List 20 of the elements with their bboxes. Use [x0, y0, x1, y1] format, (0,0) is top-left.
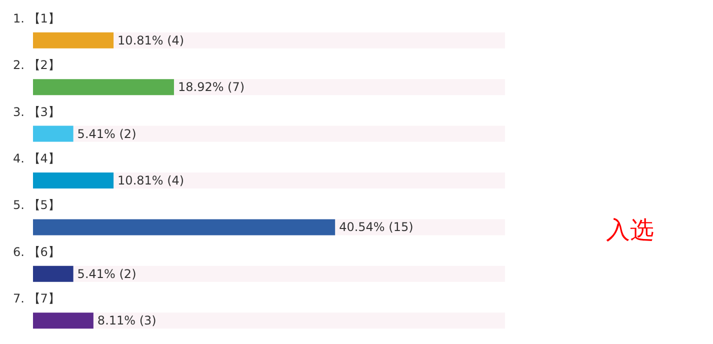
y-tick-label: 4. 【4】	[13, 152, 60, 166]
bar	[33, 266, 74, 282]
data-label: 40.54% (15)	[339, 220, 414, 234]
y-tick-label: 2. 【2】	[13, 58, 60, 72]
y-tick-label: 7. 【7】	[13, 292, 60, 306]
data-label: 10.81% (4)	[118, 33, 184, 48]
data-label: 8.11% (3)	[97, 314, 156, 328]
data-label: 5.41% (2)	[77, 266, 136, 281]
y-tick-label: 5. 【5】	[13, 198, 60, 212]
bar	[33, 126, 74, 142]
bar	[33, 172, 114, 188]
text: 入选	[606, 216, 654, 244]
data-label: 18.92% (7)	[178, 80, 245, 94]
y-tick-label: 3. 【3】	[13, 104, 60, 119]
bar	[33, 312, 94, 329]
data-label: 10.81% (4)	[118, 174, 184, 188]
y-tick-label: 6. 【6】	[13, 244, 60, 259]
bar	[33, 32, 114, 48]
y-tick-label: 1. 【1】	[13, 11, 60, 26]
data-label: 5.41% (2)	[77, 126, 136, 141]
